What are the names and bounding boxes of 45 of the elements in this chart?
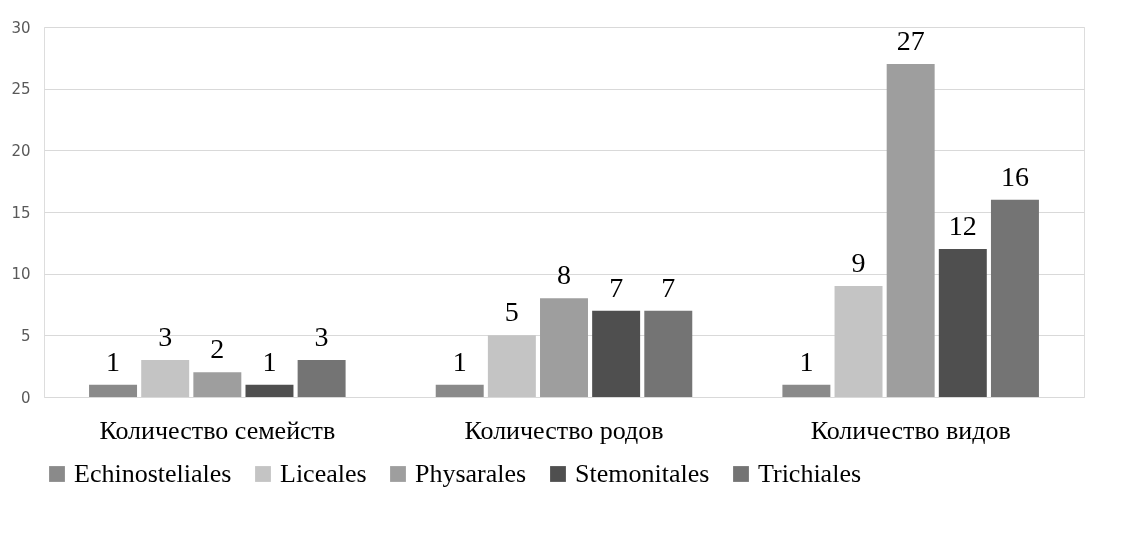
bar xyxy=(644,310,693,397)
data-label: 1 xyxy=(452,345,467,377)
bar xyxy=(886,64,935,397)
y-tick-label: 25 xyxy=(11,80,31,99)
data-label: 16 xyxy=(1000,160,1029,192)
bar xyxy=(834,286,883,397)
data-label: 1 xyxy=(262,345,277,377)
x-tick-label: Количество родов xyxy=(464,415,664,445)
y-tick-label: 30 xyxy=(11,18,31,37)
data-label: 3 xyxy=(314,321,329,352)
bar xyxy=(540,298,588,397)
y-tick-label: 0 xyxy=(20,388,31,407)
bar xyxy=(245,384,294,397)
data-label: 1 xyxy=(799,345,814,377)
legend-label: Stemonitales xyxy=(575,459,710,488)
y-tick-label: 15 xyxy=(11,203,31,222)
data-label: 7 xyxy=(609,271,624,303)
bar xyxy=(990,199,1039,397)
bar xyxy=(487,335,536,397)
legend-label: Physarales xyxy=(415,459,527,488)
data-label: 7 xyxy=(661,271,676,303)
x-tick-label: Количество семейств xyxy=(99,415,336,445)
y-tick-label: 10 xyxy=(11,265,31,284)
data-label: 1 xyxy=(106,345,121,377)
bar xyxy=(782,384,831,397)
data-label: 8 xyxy=(557,259,571,291)
x-tick-label: Количество видов xyxy=(810,415,1011,445)
legend-label: Trichiales xyxy=(758,459,862,488)
data-label: 27 xyxy=(896,25,925,56)
bar xyxy=(592,310,641,397)
legend-label: Liceales xyxy=(280,459,367,488)
bar xyxy=(89,384,138,397)
bar xyxy=(141,360,190,397)
data-label: 9 xyxy=(851,247,866,278)
y-tick-label: 5 xyxy=(20,326,31,345)
bar xyxy=(297,360,346,397)
data-label: 12 xyxy=(948,210,977,241)
y-tick-label: 20 xyxy=(11,141,31,160)
data-label: 2 xyxy=(210,333,225,365)
bar xyxy=(193,372,242,397)
data-label: 3 xyxy=(158,321,173,352)
bar xyxy=(938,249,987,397)
bar xyxy=(435,384,484,397)
data-label: 5 xyxy=(504,296,519,328)
legend-label: Echinosteliales xyxy=(74,459,232,488)
